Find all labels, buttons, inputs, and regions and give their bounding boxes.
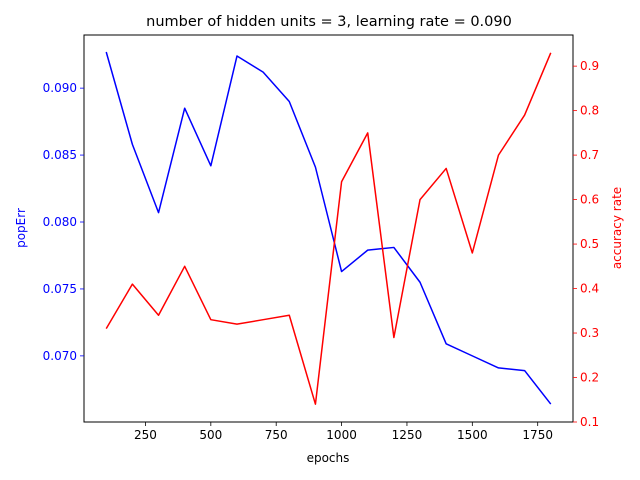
left-y-tick-label: 0.070 — [43, 349, 77, 363]
left-y-tick-label: 0.075 — [43, 282, 77, 296]
x-tick-label: 1750 — [522, 428, 553, 442]
left-y-tick-label: 0.080 — [43, 215, 77, 229]
x-axis-label: epochs — [307, 451, 350, 465]
x-tick-label: 500 — [199, 428, 222, 442]
right-y-tick-label: 0.7 — [580, 148, 599, 162]
left-y-tick-label: 0.090 — [43, 81, 77, 95]
right-y-axis-ticks: 0.1 0.2 0.3 0.4 0.5 0.6 0.7 0.8 0.9 — [573, 59, 599, 429]
right-y-tick-label: 0.3 — [580, 326, 599, 340]
right-y-tick-label: 0.8 — [580, 104, 599, 118]
right-y-tick-label: 0.4 — [580, 282, 599, 296]
left-y-tick-label: 0.085 — [43, 148, 77, 162]
x-tick-label: 1500 — [457, 428, 488, 442]
x-tick-label: 250 — [134, 428, 157, 442]
x-axis-ticks: 250 500 750 1000 1250 1500 1750 — [134, 422, 553, 442]
right-y-axis-label: accuracy rate — [610, 187, 624, 269]
x-tick-label: 1000 — [326, 428, 357, 442]
right-y-tick-label: 0.2 — [580, 371, 599, 385]
right-y-tick-label: 0.5 — [580, 237, 599, 251]
plot-frame — [83, 34, 574, 423]
left-y-axis-ticks: 0.070 0.075 0.080 0.085 0.090 — [43, 81, 84, 363]
series-layer — [105, 51, 552, 405]
series-line-poperr — [105, 51, 552, 405]
right-y-tick-label: 0.9 — [580, 59, 599, 73]
left-y-axis-label: popErr — [14, 208, 28, 248]
series-line-accuracy — [105, 52, 552, 405]
x-tick-label: 750 — [265, 428, 288, 442]
chart-title: number of hidden units = 3, learning rat… — [146, 14, 512, 30]
right-y-tick-label: 0.1 — [580, 415, 599, 429]
right-y-tick-label: 0.6 — [580, 193, 599, 207]
x-tick-label: 1250 — [392, 428, 423, 442]
